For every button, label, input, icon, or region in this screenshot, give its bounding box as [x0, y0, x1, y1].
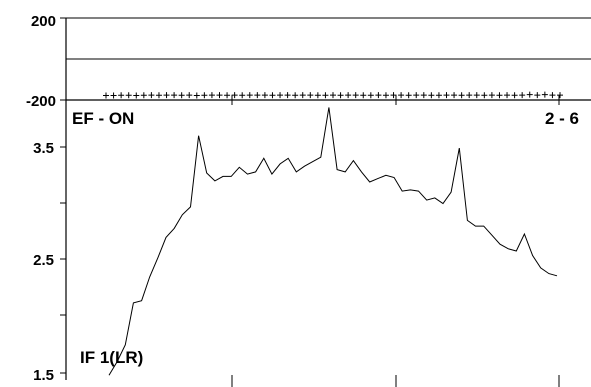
phase-marker — [337, 92, 344, 99]
phase-marker — [322, 92, 329, 99]
phase-marker — [216, 92, 223, 99]
phase-marker — [330, 92, 336, 99]
phase-marker — [314, 92, 321, 99]
phase-marker — [458, 92, 465, 99]
phase-ytick-label-bottom: -200 — [26, 93, 56, 110]
phase-marker — [140, 92, 147, 99]
amplitude-panel: 3.5 2.5 1.5 — [33, 100, 560, 387]
phase-marker — [557, 92, 563, 99]
phase-markers — [103, 91, 563, 99]
phase-marker — [496, 92, 503, 99]
phase-marker — [534, 92, 541, 99]
amplitude-ytick-label-3-5: 3.5 — [33, 140, 54, 157]
phase-marker — [382, 92, 389, 99]
phase-marker — [413, 92, 420, 99]
phase-marker — [133, 92, 140, 99]
phase-marker — [261, 92, 268, 99]
phase-marker — [246, 92, 253, 99]
phase-y-ticks — [60, 17, 66, 101]
phase-marker — [307, 92, 314, 99]
phase-marker — [103, 92, 109, 99]
phase-marker — [466, 92, 473, 99]
phase-marker — [345, 92, 352, 99]
amplitude-y-ticks — [60, 146, 66, 374]
phase-marker — [443, 92, 450, 99]
panel-label-top-left: EF - ON — [72, 109, 134, 128]
phase-panel: 200 -200 — [26, 13, 591, 110]
phase-marker — [526, 91, 533, 98]
phase-marker — [375, 92, 382, 99]
phase-marker — [224, 92, 231, 99]
phase-marker — [155, 92, 162, 99]
phase-marker — [110, 92, 117, 99]
phase-marker — [405, 92, 412, 99]
phase-marker — [178, 92, 185, 99]
phase-marker — [519, 92, 526, 99]
phase-marker — [254, 92, 261, 99]
phase-marker — [269, 92, 276, 99]
phase-marker — [504, 92, 511, 99]
phase-marker — [360, 92, 367, 99]
phase-x-ticks — [231, 95, 560, 105]
phase-marker — [390, 92, 397, 99]
phase-marker — [277, 92, 284, 99]
phase-marker — [171, 92, 178, 99]
phase-marker — [193, 92, 200, 99]
phase-marker — [292, 92, 299, 99]
panel-label-top-right: 2 - 6 — [545, 109, 579, 128]
phase-marker — [231, 92, 238, 99]
phase-marker — [125, 92, 132, 99]
phase-marker — [208, 92, 215, 99]
phase-marker — [367, 92, 374, 99]
amplitude-ytick-label-2-5: 2.5 — [33, 252, 54, 269]
phase-marker — [163, 92, 170, 99]
amplitude-x-ticks — [231, 375, 560, 387]
phase-ytick-label-top: 200 — [31, 13, 56, 30]
phase-marker — [186, 92, 193, 99]
phase-marker — [511, 92, 518, 99]
phase-marker — [541, 91, 548, 98]
phase-marker — [239, 92, 246, 99]
amplitude-ytick-label-1-5: 1.5 — [33, 367, 54, 384]
phase-marker — [481, 92, 488, 99]
phase-marker — [428, 92, 435, 99]
phase-marker — [398, 92, 405, 99]
phase-marker — [148, 92, 155, 99]
phase-marker — [435, 92, 442, 99]
phase-marker — [284, 92, 291, 99]
phase-marker — [299, 92, 306, 99]
panel-label-bottom: IF 1(LR) — [80, 348, 143, 367]
amplitude-series-line — [108, 107, 558, 376]
phase-marker — [201, 92, 208, 99]
phase-marker — [451, 92, 458, 99]
phase-marker — [420, 92, 427, 99]
phase-marker — [488, 92, 495, 99]
phase-marker — [549, 92, 556, 99]
phase-marker — [118, 92, 125, 99]
phase-marker — [352, 92, 359, 99]
phase-marker — [473, 92, 480, 99]
